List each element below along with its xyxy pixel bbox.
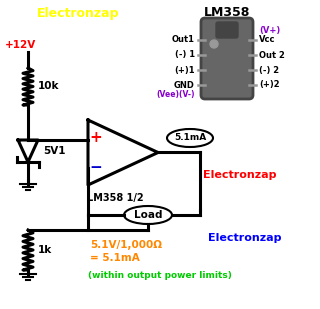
- Text: −: −: [90, 160, 102, 176]
- Text: GND: GND: [174, 81, 195, 90]
- Text: Electronzap: Electronzap: [208, 233, 282, 243]
- Text: Electronzap: Electronzap: [37, 7, 119, 20]
- Text: +: +: [90, 129, 102, 145]
- Text: Out 2: Out 2: [259, 50, 285, 60]
- Text: (-) 2: (-) 2: [259, 66, 279, 74]
- Text: = 5.1mA: = 5.1mA: [90, 253, 140, 263]
- Text: (V+): (V+): [259, 26, 280, 35]
- Text: Vcc: Vcc: [259, 36, 276, 44]
- Text: +12V: +12V: [5, 40, 36, 50]
- Text: Load: Load: [134, 210, 162, 220]
- Text: 5.1mA: 5.1mA: [174, 133, 206, 142]
- Text: (+)1: (+)1: [174, 66, 195, 74]
- Text: 5.1V/1,000Ω: 5.1V/1,000Ω: [90, 240, 162, 250]
- Text: (within output power limits): (within output power limits): [88, 272, 232, 281]
- Text: (Vee)(V-): (Vee)(V-): [156, 91, 195, 99]
- Text: Out1: Out1: [172, 36, 195, 44]
- Text: (-) 1: (-) 1: [175, 50, 195, 60]
- Text: Electronzap: Electronzap: [203, 170, 277, 180]
- Text: 10k: 10k: [38, 81, 60, 91]
- Circle shape: [210, 40, 218, 48]
- FancyBboxPatch shape: [201, 18, 253, 99]
- Text: LM358: LM358: [204, 6, 250, 19]
- Text: 1k: 1k: [38, 245, 52, 255]
- FancyBboxPatch shape: [216, 22, 238, 38]
- Text: LM358 1/2: LM358 1/2: [87, 193, 143, 203]
- Text: 5V1: 5V1: [43, 146, 66, 156]
- Text: (+)2: (+)2: [259, 81, 280, 90]
